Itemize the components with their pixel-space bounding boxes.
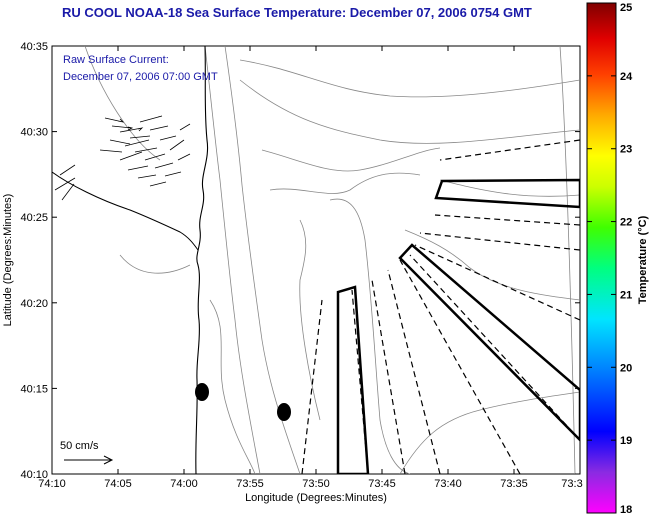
y-tick-label: 40:35 (20, 41, 48, 53)
map-title: RU COOL NOAA-18 Sea Surface Temperature:… (62, 5, 532, 20)
x-tick-label: 73:35 (500, 478, 528, 490)
scale-arrow (64, 455, 114, 465)
x-tick-label: 73:50 (302, 478, 330, 490)
colorbar-tick-label: 24 (620, 71, 633, 83)
colorbar-tick-label: 23 (620, 144, 632, 156)
y-tick-label: 40:15 (20, 383, 48, 395)
buoy-marker (195, 383, 209, 401)
x-tick-label: 73:45 (368, 478, 396, 490)
x-tick-label: 74:10 (38, 478, 66, 490)
y-axis-label: Latitude (Degrees:Minutes) (2, 194, 14, 327)
current-annotation-line1: Raw Surface Current: (63, 54, 169, 66)
coastline (195, 46, 209, 474)
colorbar-tick-label: 21 (620, 289, 632, 301)
colorbar-tick-label: 20 (620, 362, 632, 374)
colorbar-tick-label: 22 (620, 217, 632, 229)
y-tick-label: 40:10 (20, 469, 48, 481)
radar-sector-lines (301, 139, 580, 474)
current-vectors (54, 115, 191, 201)
x-axis-label: Longitude (Degrees:Minutes) (245, 492, 387, 504)
antenna-beams (336, 178, 580, 474)
y-axis-ticks: 40:35 40:30 40:25 40:20 40:15 40:10 (20, 41, 580, 481)
y-tick-label: 40:20 (20, 298, 48, 310)
bathymetry-contours (84, 46, 580, 474)
buoy-marker (277, 403, 291, 421)
x-axis-ticks: 74:10 74:05 74:00 73:55 73:50 73:45 73:40 73:35… (38, 46, 583, 490)
y-tick-label: 40:25 (20, 212, 48, 224)
colorbar-tick-label: 18 (620, 504, 632, 516)
x-tick-label: 74:05 (104, 478, 132, 490)
colorbar-tick-label: 25 (620, 2, 632, 14)
colorbar-label: Temperature (°C) (637, 215, 649, 304)
plot-area (51, 45, 581, 475)
x-tick-label: 73:3 (561, 478, 582, 490)
current-annotation-line2: December 07, 2006 07:00 GMT (63, 71, 218, 83)
y-tick-label: 40:30 (20, 127, 48, 139)
scale-label: 50 cm/s (60, 440, 99, 452)
colorbar-tick-label: 19 (620, 435, 632, 447)
x-tick-label: 73:55 (236, 478, 264, 490)
x-tick-label: 74:00 (170, 478, 198, 490)
coastline-bay (52, 171, 199, 251)
colorbar-ticks: 25 24 23 22 21 20 19 18 (587, 2, 633, 516)
x-tick-label: 73:40 (434, 478, 462, 490)
colorbar (586, 2, 617, 514)
